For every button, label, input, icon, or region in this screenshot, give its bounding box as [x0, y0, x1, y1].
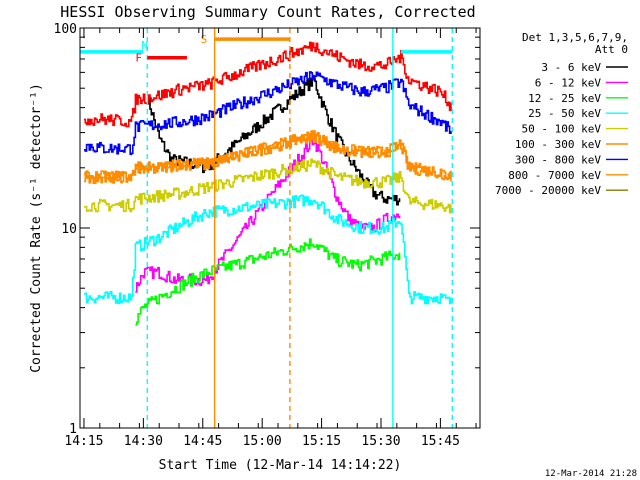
- series-line-3-6-kev: [147, 74, 401, 206]
- legend-label: 800 - 7000 keV: [508, 169, 601, 182]
- legend-label: 300 - 800 keV: [515, 153, 601, 166]
- legend-label: 25 - 50 keV: [528, 107, 601, 120]
- axes: 1 10 100 14:15 14:30 14:45 15:00 15:15 15:30 15:4…: [54, 22, 481, 449]
- legend-label: 100 - 300 keV: [515, 138, 601, 151]
- legend-label: 50 - 100 keV: [522, 123, 602, 136]
- chart-title: HESSI Observing Summary Count Rates, Cor…: [60, 3, 475, 21]
- x-tick-label: 14:15: [64, 434, 103, 449]
- legend-label: 6 - 12 keV: [535, 76, 602, 89]
- series-line-300-800-kev: [84, 71, 452, 156]
- series-line-12-25-kev: [135, 238, 401, 326]
- flag-label-3: S: [201, 33, 208, 46]
- flag-layer: FN S: [80, 28, 453, 428]
- y-tick-label: 10: [61, 222, 77, 237]
- legend-label: 12 - 25 keV: [528, 92, 601, 105]
- legend-label: 7000 - 20000 keV: [495, 184, 601, 197]
- legend-label: 3 - 6 keV: [541, 61, 601, 74]
- series-line-extra-9: [84, 41, 452, 128]
- y-tick-label: 100: [54, 22, 77, 37]
- plot-timestamp: 12-Mar-2014 21:28: [545, 469, 637, 479]
- legend-header-line: Det 1,3,5,6,7,9,: [522, 31, 628, 44]
- series-line-25-50-kev: [84, 194, 452, 305]
- x-tick-label: 15:00: [243, 434, 282, 449]
- series-layer: [84, 41, 452, 326]
- legend: 3 - 6 keV 6 - 12 keV 12 - 25 keV 25 - 50 ke…: [495, 61, 628, 197]
- flag-label-0: F: [135, 52, 142, 65]
- legend-header-line: Att 0: [595, 43, 628, 56]
- x-tick-label: 14:45: [183, 434, 222, 449]
- series-line-6-12-kev: [135, 137, 401, 293]
- x-tick-label: 15:15: [302, 434, 341, 449]
- x-tick-label: 15:30: [361, 434, 400, 449]
- y-tick-label: 1: [69, 422, 77, 437]
- flag-label-1: N: [141, 39, 148, 52]
- legend-header: Det 1,3,5,6,7,9,Att 0: [522, 31, 628, 56]
- x-tick-label: 14:30: [124, 434, 163, 449]
- series-line-800-7000-kev: [84, 130, 452, 184]
- series-line-50-100-kev: [84, 158, 452, 214]
- x-tick-label: 15:45: [421, 434, 460, 449]
- y-axis-label: Corrected Count Rate (s⁻¹ detector⁻¹): [29, 83, 44, 373]
- x-axis-label: Start Time (12-Mar-14 14:14:22): [159, 458, 402, 473]
